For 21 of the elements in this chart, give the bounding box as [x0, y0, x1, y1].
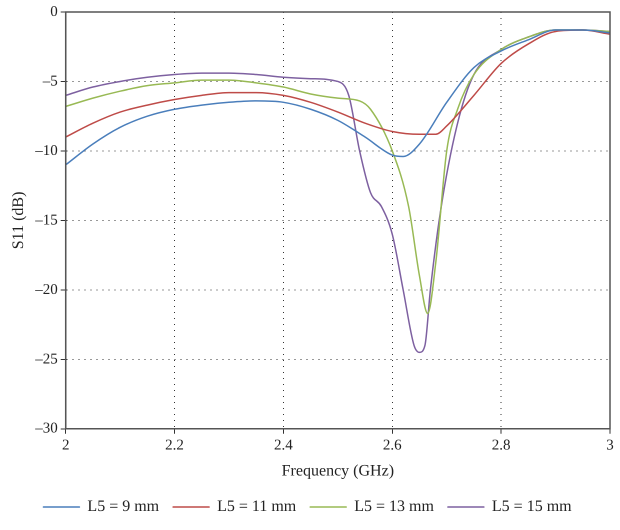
y-tick-label: 0	[50, 4, 58, 20]
y-tick-label: –20	[34, 282, 58, 298]
x-tick-label: 2.6	[382, 438, 402, 454]
legend-label: L5 = 11 mm	[217, 498, 297, 516]
y-tick-label: –30	[34, 420, 58, 437]
x-tick-label: 2.4	[274, 438, 294, 454]
x-tick-label: 2	[62, 438, 70, 454]
x-tick-label: 3	[606, 438, 614, 454]
line-series	[66, 29, 610, 166]
legend-label: L5 = 13 mm	[354, 498, 434, 516]
x-axis-title: Frequency (GHz)	[282, 462, 394, 480]
y-axis-title: S11 (dB)	[10, 192, 27, 250]
y-tick-label: –5	[42, 73, 58, 90]
y-tick-label: –10	[34, 142, 58, 159]
y-tick-label: –25	[34, 351, 58, 368]
legend-label: L5 = 9 mm	[87, 498, 160, 516]
line-series	[66, 29, 610, 138]
y-tick-label: –15	[34, 212, 58, 228]
x-tick-label: 2.8	[492, 438, 511, 454]
legend-label: L5 = 15 mm	[492, 498, 572, 516]
x-tick-label: 2.2	[165, 438, 184, 454]
